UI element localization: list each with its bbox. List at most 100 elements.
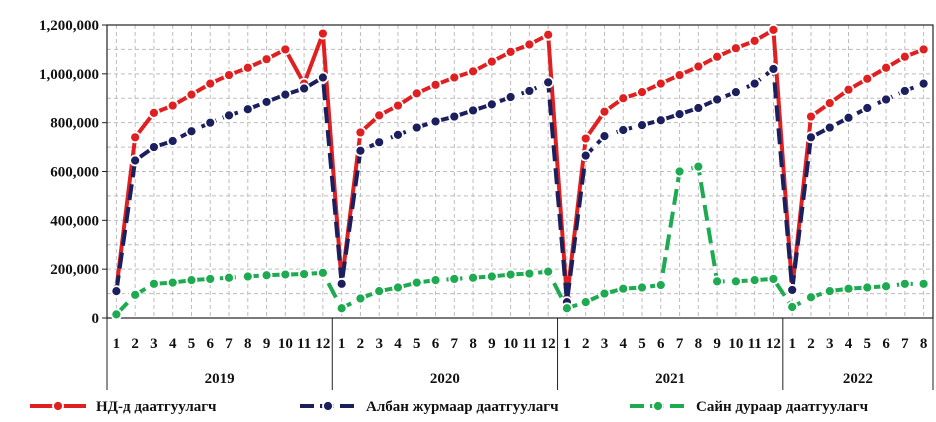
series-3-point <box>636 281 648 294</box>
legend-marker-1 <box>52 400 64 412</box>
series-3-point <box>861 281 874 294</box>
series-2-point <box>241 103 254 116</box>
x-tick-label: 4 <box>845 336 853 352</box>
series-2-point <box>166 135 179 147</box>
x-tick-label: 3 <box>375 336 383 352</box>
series-1-point <box>148 107 160 119</box>
x-tick-label: 11 <box>522 336 536 352</box>
x-group-label: 2019 <box>205 371 235 387</box>
x-tick-label: 5 <box>413 336 421 352</box>
series-2-point <box>786 284 799 296</box>
series-3-point <box>748 274 761 287</box>
x-tick-label: 10 <box>278 336 293 352</box>
series-1-point <box>504 45 517 58</box>
series-1-point <box>898 50 911 63</box>
x-tick-label: 10 <box>728 336 743 352</box>
series-2-point <box>504 91 517 103</box>
x-tick-label: 7 <box>676 336 684 352</box>
series-3-point <box>467 271 479 284</box>
series-3-point <box>316 266 329 279</box>
series-3-point <box>260 269 273 282</box>
x-tick-label: 9 <box>263 336 271 352</box>
y-tick-label: 1,000,000 <box>39 67 99 83</box>
series-2-point <box>767 63 780 75</box>
series-1-point <box>636 86 648 99</box>
series-2-point <box>654 114 667 127</box>
series-2-point <box>542 76 555 89</box>
series-3-point <box>241 270 254 283</box>
x-tick-label: 1 <box>788 336 796 352</box>
x-tick-label: 2 <box>357 336 365 352</box>
x-tick-label: 4 <box>169 336 177 352</box>
series-2-point <box>729 86 742 99</box>
series-2-point <box>260 96 273 108</box>
x-tick-label: 11 <box>297 336 311 352</box>
x-tick-label: 11 <box>748 336 762 352</box>
series-1-point <box>373 109 386 122</box>
series-1-point <box>729 42 742 55</box>
series-3-point <box>279 268 292 281</box>
x-tick-label: 4 <box>394 336 402 352</box>
series-1-point <box>448 71 461 84</box>
series-2-point <box>223 109 235 122</box>
series-line-1 <box>114 27 925 301</box>
series-2-point <box>429 115 442 128</box>
x-tick-label: 4 <box>620 336 628 352</box>
y-tick-label: 800,000 <box>50 116 99 132</box>
series-3-point <box>673 165 686 178</box>
series-1-point <box>805 110 817 123</box>
x-tick-label: 2 <box>582 336 590 352</box>
x-tick-label: 7 <box>225 336 233 352</box>
series-2-point <box>110 285 123 298</box>
series-3-point <box>166 276 179 289</box>
legend-label-3: Сайн дураар даатгуулагч <box>696 399 869 415</box>
series-3-point <box>617 282 630 295</box>
x-tick-label: 6 <box>207 336 215 352</box>
x-tick-label: 9 <box>713 336 721 352</box>
series-2-point <box>861 102 874 114</box>
series-1-point <box>673 69 686 81</box>
series-1-point <box>223 69 235 81</box>
legend-label-2: Албан журмаар даатгуулагч <box>366 399 559 415</box>
series-3-point <box>335 302 348 315</box>
series-3-point <box>767 273 780 285</box>
x-tick-label: 2 <box>807 336 815 352</box>
legend-marker-3 <box>652 400 664 412</box>
x-tick-label: 6 <box>882 336 890 352</box>
x-tick-label: 3 <box>150 336 158 352</box>
x-tick-label: 8 <box>469 336 477 352</box>
x-tick-label: 5 <box>638 336 646 352</box>
series-3-point <box>148 277 160 290</box>
series-2-point <box>129 154 142 167</box>
x-tick-label: 1 <box>113 336 121 352</box>
series-3-point <box>654 279 667 291</box>
series-2-point <box>523 85 536 97</box>
series-2-point <box>880 93 892 106</box>
x-tick-label: 6 <box>432 336 440 352</box>
series-2-point <box>485 98 498 111</box>
x-tick-label: 6 <box>657 336 665 352</box>
series-3-point <box>485 270 498 283</box>
series-3-point <box>410 276 423 289</box>
legend-marker-2 <box>322 400 334 412</box>
series-1-point <box>617 92 630 105</box>
x-tick-label: 8 <box>244 336 252 352</box>
x-tick-label: 7 <box>901 336 909 352</box>
x-tick-label: 2 <box>131 336 139 352</box>
series-1-point <box>823 97 836 110</box>
series-1-point <box>392 99 404 112</box>
series-1-point <box>748 34 761 47</box>
series-1-point <box>185 88 198 101</box>
x-tick-label: 1 <box>338 336 346 352</box>
series-1-point <box>917 43 930 56</box>
series-2-point <box>898 85 911 97</box>
series-1-point <box>654 77 667 90</box>
x-tick-label: 5 <box>864 336 872 352</box>
x-group-label: 2021 <box>655 371 685 387</box>
series-1-point <box>467 65 479 78</box>
y-axis-ticks: 0 200,000 400,000 600,000 800,000 1,000,000 1,… <box>39 18 107 327</box>
series-3-point <box>504 268 517 281</box>
series-2-point <box>467 104 479 117</box>
